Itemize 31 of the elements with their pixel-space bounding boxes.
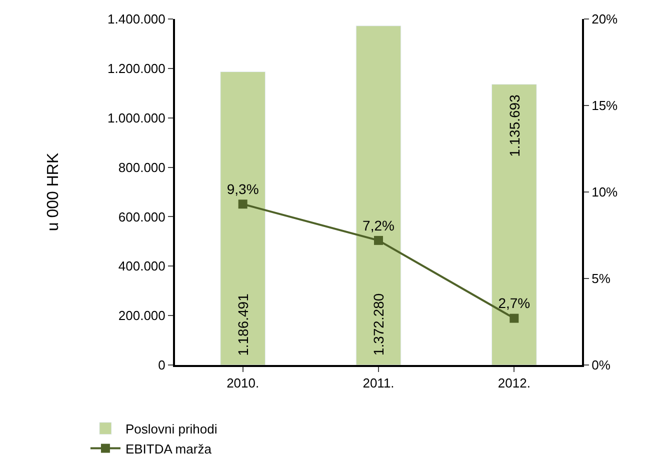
bar bbox=[492, 84, 537, 365]
data-label: 9,3% bbox=[226, 180, 259, 197]
x-tick-label: 2010. bbox=[226, 376, 260, 391]
bar bbox=[220, 72, 266, 365]
y-tick-label: 1.400.000 bbox=[108, 12, 166, 27]
y-tick-label: 1.000.000 bbox=[108, 110, 166, 126]
y2-tick-label: 5% bbox=[592, 271, 611, 286]
y-tick-label: 800.000 bbox=[118, 160, 166, 175]
y-tick-label: 600.000 bbox=[118, 209, 166, 224]
y2-tick-label: 0% bbox=[592, 358, 611, 373]
y-tick-label: 200.000 bbox=[118, 308, 166, 324]
point bbox=[374, 236, 383, 245]
bar bbox=[356, 26, 402, 365]
data-label: 2,7% bbox=[498, 295, 530, 312]
y2-tick-label: 20% bbox=[592, 12, 618, 27]
x-tick-label: 2011. bbox=[362, 376, 394, 391]
y-tick-label: 0 bbox=[158, 358, 166, 373]
y2-tick-label: 10% bbox=[592, 184, 618, 200]
data-label: 1.186.491 bbox=[234, 293, 251, 356]
point bbox=[510, 314, 519, 323]
data-label: 1.135.693 bbox=[506, 94, 522, 157]
y2-tick-label: 15% bbox=[592, 98, 618, 114]
data-label: 1.372.280 bbox=[370, 293, 386, 356]
y-tick-label: 1.200.000 bbox=[108, 60, 166, 76]
legend-label: EBITDA marža bbox=[125, 441, 212, 456]
y-axis-title: u 000 HRK bbox=[44, 152, 62, 232]
x-tick-label: 2012. bbox=[498, 376, 530, 391]
y-tick-label: 400.000 bbox=[118, 258, 166, 274]
legend-label: Poslovni prihodi bbox=[125, 421, 218, 436]
data-label: 7,2% bbox=[362, 217, 394, 234]
point bbox=[238, 200, 248, 209]
